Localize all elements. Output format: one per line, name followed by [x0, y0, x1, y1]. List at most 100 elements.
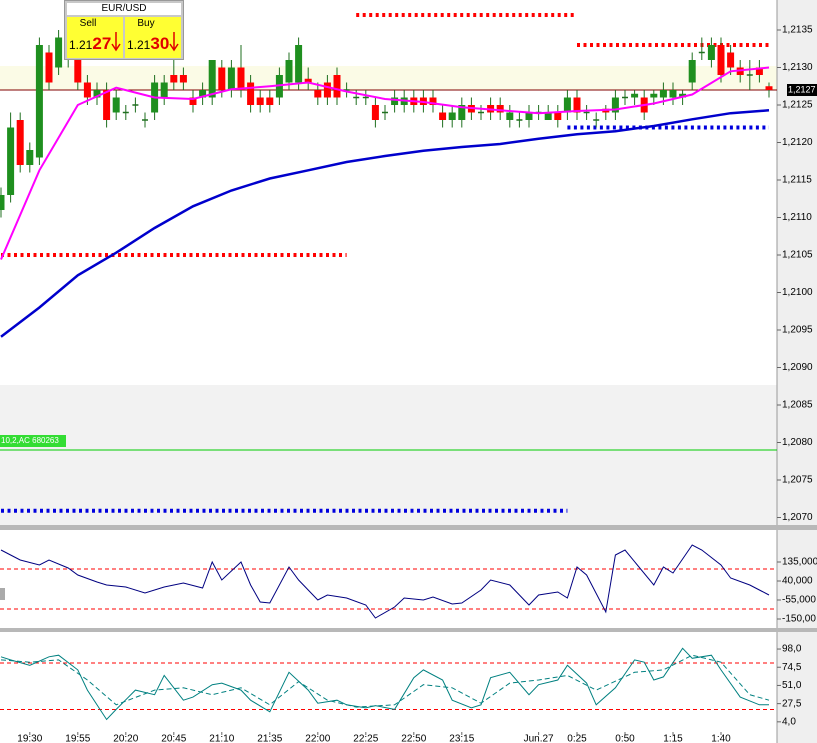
- x-tick-label: 22:50: [401, 734, 426, 743]
- candle-body: [765, 86, 773, 90]
- sell-button[interactable]: Sell 1.2127: [67, 17, 123, 58]
- y-tick-label: 1,2085: [782, 400, 813, 411]
- y-tick-label: 1,2135: [782, 25, 813, 36]
- candle-body: [727, 52, 735, 68]
- buy-price: 1.2130: [127, 34, 169, 54]
- candle-body: [83, 82, 91, 98]
- candle-body: [631, 93, 639, 98]
- candle-body: [7, 127, 15, 195]
- y-tick-label: -55,000: [782, 595, 816, 606]
- order-label-bg: [0, 435, 66, 447]
- candle-body: [563, 97, 571, 113]
- candle-body: [391, 97, 399, 105]
- candle-body: [112, 97, 120, 113]
- y-tick-label: 4,0: [782, 716, 796, 727]
- candle-body: [227, 67, 235, 90]
- candle-body: [506, 112, 514, 120]
- candle-body: [458, 105, 466, 120]
- x-tick-label: 19:30: [17, 734, 42, 743]
- candle-body: [247, 82, 255, 105]
- candle-body: [371, 105, 379, 120]
- panel-separator: [0, 525, 817, 530]
- y-tick-label: 27,5: [782, 698, 802, 709]
- candle-body: [679, 93, 687, 98]
- y-tick-label: 1,2125: [782, 100, 813, 111]
- y-tick-label: 51,0: [782, 680, 802, 691]
- candle-body: [160, 82, 168, 98]
- candle-body: [170, 75, 178, 83]
- x-tick-label: 22:00: [305, 734, 330, 743]
- panel-separator: [0, 628, 817, 632]
- candle-body: [295, 45, 303, 83]
- candle-body: [45, 52, 53, 83]
- x-tick-label: 1:40: [711, 734, 731, 743]
- candle-body: [55, 37, 63, 68]
- x-tick-label: 0:50: [615, 734, 635, 743]
- candle-body: [611, 97, 619, 113]
- candle-body: [525, 112, 533, 120]
- highlight-band: [0, 66, 777, 90]
- series-line: [0, 544, 770, 619]
- candle-body: [93, 90, 101, 98]
- series-line: [0, 654, 770, 708]
- candle-body: [755, 67, 763, 75]
- candle-body: [74, 60, 82, 83]
- y-tick-label: 1,2130: [782, 62, 813, 73]
- panel-marker: [0, 588, 5, 600]
- candle-body: [218, 67, 226, 90]
- candle-body: [554, 112, 562, 120]
- candle-body: [669, 90, 677, 98]
- x-tick-label: 21:10: [209, 734, 234, 743]
- candle-body: [208, 60, 216, 98]
- candle-body: [707, 45, 715, 60]
- candle-body: [448, 112, 456, 120]
- y-tick-label: 1,2115: [782, 175, 812, 186]
- lower-band: [0, 385, 777, 525]
- price-label-bg: [787, 84, 817, 96]
- x-tick-label: Jun.27: [524, 734, 554, 743]
- y-tick-label: 74,5: [782, 662, 802, 673]
- x-tick-label: 1:15: [663, 734, 683, 743]
- buy-button[interactable]: Buy 1.2130: [125, 17, 181, 58]
- candle-body: [323, 82, 331, 98]
- candle-body: [314, 90, 322, 98]
- series-line: [0, 66, 770, 260]
- down-arrow: [169, 32, 179, 52]
- x-tick-label: 22:25: [353, 734, 378, 743]
- x-tick-label: 23:15: [449, 734, 474, 743]
- y-tick-label: 98,0: [782, 644, 802, 655]
- symbol: EUR/USD: [67, 3, 181, 15]
- order-label: 10,2,AC 680263: [1, 436, 59, 445]
- candle-body: [199, 90, 207, 98]
- candle-body: [429, 97, 437, 105]
- y-tick-label: 135,000: [782, 557, 817, 568]
- candle-body: [496, 105, 504, 113]
- series-line: [0, 647, 769, 721]
- candle-body: [333, 75, 341, 98]
- candle-body: [688, 60, 696, 83]
- price-pips: 27: [92, 34, 112, 53]
- candle-body: [650, 93, 658, 98]
- sell-label: Sell: [79, 18, 97, 29]
- y-tick-label: 1,2080: [782, 437, 813, 448]
- candle-body: [237, 67, 245, 90]
- y-tick-label: 1,2110: [782, 212, 812, 223]
- y-tick-label: 1,2095: [782, 325, 813, 336]
- sell-price: 1.2127: [69, 34, 111, 54]
- candle-body: [256, 97, 264, 105]
- x-tick-label: 19:55: [65, 734, 90, 743]
- y-tick-label: 1,2090: [782, 362, 813, 373]
- candle-body: [304, 78, 312, 83]
- candle-body: [16, 120, 24, 165]
- candle-body: [573, 97, 581, 113]
- candle-body: [35, 45, 43, 158]
- candle-body: [0, 195, 5, 210]
- candle-body: [266, 97, 274, 105]
- y-tick-label: 1,2100: [782, 287, 813, 298]
- trade-ticket: EUR/USD Sell 1.2127 Buy 1.2130: [64, 0, 184, 60]
- candle-body: [103, 90, 111, 120]
- y-tick-label: 1,2070: [782, 512, 813, 523]
- y-tick-label: 1,2105: [782, 250, 813, 261]
